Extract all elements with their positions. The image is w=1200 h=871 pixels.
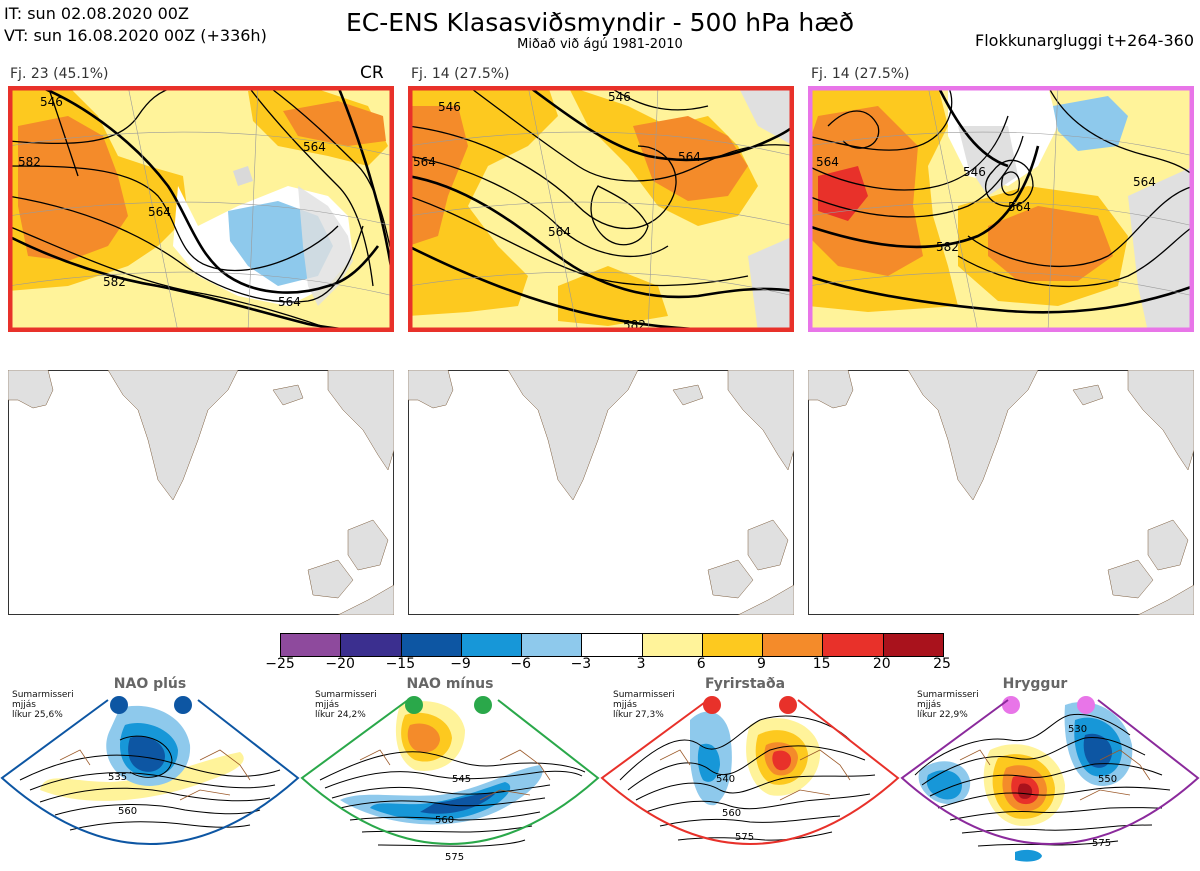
svg-text:530: 530 [1068, 724, 1087, 735]
regime-1-title: NAO plús [113, 676, 187, 692]
regime-1-map: 535 560 [0, 696, 300, 845]
cluster-1-label: Fj. 23 (45.1%) [10, 66, 109, 82]
svg-text:575: 575 [445, 852, 464, 863]
regime-2-prob: líkur 24,2% [315, 710, 366, 720]
regime-4-freq: mjjás [917, 700, 941, 710]
colorbar-tick-label: −9 [450, 656, 471, 672]
svg-text:564: 564 [413, 155, 436, 169]
svg-text:564: 564 [548, 225, 571, 239]
colorbar-tick-label: −6 [510, 656, 532, 672]
colorbar-swatch [702, 634, 764, 656]
regime-1-season: Sumarmisseri [12, 690, 74, 700]
colorbar-swatch [763, 634, 824, 656]
regime-2-freq: mjjás [315, 700, 339, 710]
colorbar-swatch [823, 634, 884, 656]
regime-1-prob: líkur 25,6% [12, 710, 63, 720]
svg-text:575: 575 [735, 832, 754, 843]
svg-text:582: 582 [18, 155, 41, 169]
svg-text:545: 545 [452, 774, 471, 785]
cluster-3-map: 564 546 564 564 582 [808, 86, 1194, 332]
regime-4-prob: líkur 22,9% [917, 710, 968, 720]
regime-1-freq: mjjás [12, 700, 36, 710]
svg-text:546: 546 [40, 95, 63, 109]
regime-2-map: 545 560 575 [300, 696, 600, 863]
regime-2-title: NAO mínus [406, 676, 494, 692]
colorbar-tick-label: 3 [636, 656, 646, 672]
svg-text:582: 582 [936, 240, 959, 254]
cluster-3-label: Fj. 14 (27.5%) [811, 66, 910, 82]
svg-text:560: 560 [435, 815, 454, 826]
svg-text:582: 582 [103, 275, 126, 289]
svg-text:564: 564 [678, 150, 701, 164]
colorbar-swatch [522, 634, 583, 656]
colorbar-swatch [582, 634, 643, 656]
forecast-times: IT: sun 02.08.2020 00Z VT: sun 16.08.202… [4, 3, 267, 47]
svg-text:575: 575 [1092, 838, 1111, 849]
colorbar-tick-label: 15 [812, 656, 831, 672]
colorbar-ticks: −25 −20 −15 −9 −6 −3 3 6 9 15 20 25 [265, 656, 951, 676]
svg-text:550: 550 [1098, 774, 1117, 785]
regime-4-title: Hryggur [1002, 676, 1068, 692]
svg-text:540: 540 [716, 774, 735, 785]
valid-time: VT: sun 16.08.2020 00Z (+336h) [4, 26, 267, 45]
colorbar-swatch [883, 634, 943, 656]
regime-3-prob: líkur 27,3% [613, 710, 664, 720]
page-subtitle: Miðað við ágú 1981-2010 [517, 37, 683, 52]
page-heading: EC-ENS Klasasviðsmyndir - 500 hPa hæð Mi… [0, 8, 1200, 52]
regime-4-season: Sumarmisseri [917, 690, 979, 700]
regime-3-freq: mjjás [613, 700, 637, 710]
colorbar-tick-label: −20 [325, 656, 355, 672]
regime-3-map: 540 560 575 [600, 696, 900, 845]
colorbar-tick-label: 20 [872, 656, 891, 672]
colorbar [280, 633, 944, 657]
svg-text:564: 564 [303, 140, 326, 154]
svg-text:564: 564 [1133, 175, 1156, 189]
regime-4-info: Sumarmisseri mjjás líkur 22,9% [917, 690, 979, 720]
regime-3-title: Fyrirstaða [704, 676, 786, 692]
colorbar-tick-label: 9 [756, 656, 766, 672]
regime-1-info: Sumarmisseri mjjás líkur 25,6% [12, 690, 74, 720]
svg-text:546: 546 [438, 100, 461, 114]
empty-map-1 [8, 370, 394, 615]
empty-map-3 [808, 370, 1194, 615]
regime-2-info: Sumarmisseri mjjás líkur 24,2% [315, 690, 377, 720]
cluster-2-label: Fj. 14 (27.5%) [411, 66, 510, 82]
svg-text:564: 564 [816, 155, 839, 169]
svg-text:564: 564 [1008, 200, 1031, 214]
regime-4-map: 530 550 575 [900, 696, 1200, 862]
init-time: IT: sun 02.08.2020 00Z [4, 4, 189, 23]
regime-3-info: Sumarmisseri mjjás líkur 27,3% [613, 690, 675, 720]
regime-3-season: Sumarmisseri [613, 690, 675, 700]
svg-text:560: 560 [722, 808, 741, 819]
colorbar-tick-label: 6 [696, 656, 706, 672]
svg-text:560: 560 [118, 806, 137, 817]
colorbar-tick-label: −25 [265, 656, 295, 672]
cluster-1-map: 546 582 564 582 564 564 [8, 86, 394, 332]
page-title: EC-ENS Klasasviðsmyndir - 500 hPa hæð [345, 8, 855, 37]
colorbar-swatch [401, 634, 462, 656]
svg-text:564: 564 [148, 205, 171, 219]
colorbar-swatch [341, 634, 402, 656]
colorbar-tick-label: −3 [570, 656, 592, 672]
colorbar-swatch [461, 634, 523, 656]
colorbar-tick-label: 25 [933, 656, 951, 672]
colorbar-swatch [642, 634, 703, 656]
colorbar-tick-label: −15 [385, 656, 416, 672]
cluster-2-map: 546 546 564 564 564 582 [408, 86, 794, 332]
svg-text:535: 535 [108, 772, 127, 783]
colorbar-swatch [281, 634, 342, 656]
classification-window: Flokkunargluggi t+264-360 [975, 31, 1194, 50]
empty-map-2 [408, 370, 794, 615]
cluster-1-tag: CR [360, 63, 384, 83]
svg-text:564: 564 [278, 295, 301, 309]
svg-text:546: 546 [608, 90, 631, 104]
svg-text:546: 546 [963, 165, 986, 179]
regime-2-season: Sumarmisseri [315, 690, 377, 700]
